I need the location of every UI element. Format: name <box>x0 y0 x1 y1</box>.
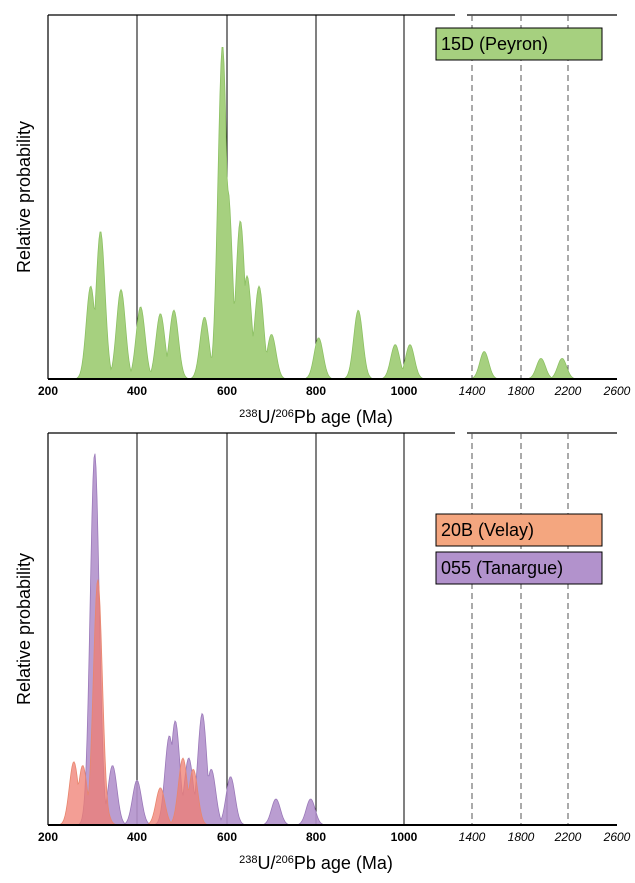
x-axis-label: 238U/206Pb age (Ma) <box>239 853 393 873</box>
legend-box-0 <box>435 27 603 61</box>
x-tick-label-800: 800 <box>306 384 326 398</box>
panel-top-peyron: 200 400 600 800 1000 1400 1800 2200 2600 238U/206… <box>14 14 631 427</box>
legend-label-0: 20B (Velay) <box>441 520 534 540</box>
x-tick-label-1400: 1400 <box>459 830 486 844</box>
x-axis-label: 238U/206Pb age (Ma) <box>239 407 393 427</box>
x-tick-label-2200: 2200 <box>554 830 582 844</box>
series-15d-peyron- <box>56 47 615 380</box>
x-tick-label-1400: 1400 <box>459 384 486 398</box>
x-tick-label-600: 600 <box>217 384 237 398</box>
x-tick-label-400: 400 <box>127 384 147 398</box>
x-tick-label-1000: 1000 <box>391 830 418 844</box>
legend-label-1: 055 (Tanargue) <box>441 558 563 578</box>
x-tick-label-200: 200 <box>38 830 58 844</box>
x-tick-label-1800: 1800 <box>508 384 535 398</box>
y-axis-label: Relative probability <box>14 553 34 705</box>
x-tick-label-1000: 1000 <box>391 384 418 398</box>
x-tick-label-600: 600 <box>217 830 237 844</box>
x-tick-label-2600: 2600 <box>603 830 631 844</box>
x-tick-label-800: 800 <box>306 830 326 844</box>
x-tick-label-2200: 2200 <box>554 384 582 398</box>
legend-box-0 <box>435 513 603 547</box>
legend-label-0: 15D (Peyron) <box>441 34 548 54</box>
x-tick-label-1800: 1800 <box>508 830 535 844</box>
panel-bottom-velay-tanargue: 200 400 600 800 1000 1400 1800 2200 2600 238U/206… <box>14 432 631 873</box>
legend-box-1 <box>435 551 603 585</box>
x-tick-label-200: 200 <box>38 384 58 398</box>
x-tick-label-400: 400 <box>127 830 147 844</box>
y-axis-label: Relative probability <box>14 121 34 273</box>
series-055-tanargue- <box>56 453 615 826</box>
x-tick-label-2600: 2600 <box>603 384 631 398</box>
